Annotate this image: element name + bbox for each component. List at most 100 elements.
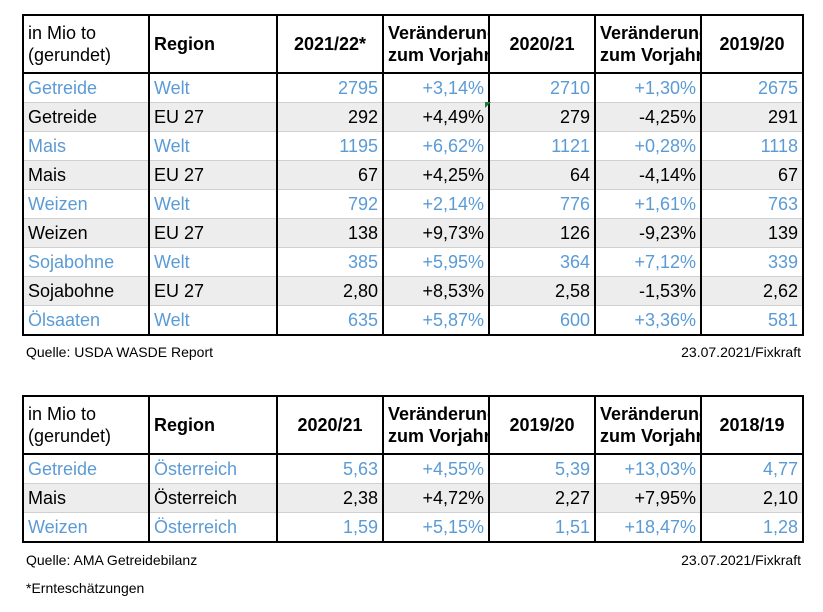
value-col3-cell: 291 (700, 102, 804, 132)
value-col2-cell: 279 (488, 102, 595, 132)
change-col2-cell: +7,95% (594, 483, 701, 513)
table-row: Getreide Österreich 5,63 +4,55% 5,39 +13,03% 4… (22, 453, 804, 484)
value-col2-cell: 364 (488, 247, 595, 277)
change-col1-cell: +4,49% (382, 102, 489, 132)
value-col2-cell: 2710 (488, 72, 595, 103)
col3-header: 2019/20 (700, 14, 804, 74)
value-col3-cell: 4,77 (700, 453, 804, 484)
change2-line-1: Veränderung (600, 403, 701, 424)
table-row: Ölsaaten Welt 635 +5,87% 600 +3,36% 581 (22, 305, 804, 336)
table-header-row: in Mio to (gerundet) Region 2020/21 Verä… (22, 395, 804, 455)
change-col2-cell: +1,61% (594, 189, 701, 219)
region-cell: EU 27 (148, 276, 277, 306)
region-header: Region (148, 395, 277, 455)
value-col1-cell: 1195 (276, 131, 383, 161)
table-row: Getreide Welt 2795 +3,14% 2710 +1,30% 2675 (22, 72, 804, 103)
value-col3-cell: 67 (700, 160, 804, 190)
col2-header: 2020/21 (488, 14, 595, 74)
change2-line-2: zum Vorjahr (600, 45, 701, 65)
value-col3-cell: 2,62 (700, 276, 804, 306)
change-col2-cell: -1,53% (594, 276, 701, 306)
change-col2-cell: +3,36% (594, 305, 701, 336)
product-cell: Getreide (22, 72, 149, 103)
value-col1-cell: 292 (276, 102, 383, 132)
value-col1-cell: 635 (276, 305, 383, 336)
change-col1-cell: +5,15% (382, 512, 489, 543)
product-cell: Mais (22, 160, 149, 190)
value-col3-cell: 339 (700, 247, 804, 277)
unit-header: in Mio to (gerundet) (22, 14, 149, 74)
region-header: Region (148, 14, 277, 74)
value-col2-cell: 64 (488, 160, 595, 190)
change1-line-2: zum Vorjahr (388, 45, 489, 65)
change1-line-1: Veränderung (388, 403, 489, 424)
change2-header: Veränderung zum Vorjahr (594, 395, 701, 455)
table-row: Weizen Österreich 1,59 +5,15% 1,51 +18,47% 1,2… (22, 512, 804, 543)
region-cell: Welt (148, 131, 277, 161)
change-col2-cell: +1,30% (594, 72, 701, 103)
col3-header: 2018/19 (700, 395, 804, 455)
value-col3-cell: 581 (700, 305, 804, 336)
table-row: Mais Welt 1195 +6,62% 1121 +0,28% 1118 (22, 131, 804, 161)
value-col1-cell: 2795 (276, 72, 383, 103)
change-col2-cell: -4,14% (594, 160, 701, 190)
change-col1-cell: +8,53% (382, 276, 489, 306)
change1-header: Veränderung zum Vorjahr (382, 395, 489, 455)
product-cell: Sojabohne (22, 247, 149, 277)
product-cell: Getreide (22, 102, 149, 132)
value-col3-cell: 2,10 (700, 483, 804, 513)
value-col3-cell: 1118 (700, 131, 804, 161)
value-col1-cell: 2,80 (276, 276, 383, 306)
source-note-2: Quelle: AMA Getreidebilanz (26, 552, 198, 568)
change-col1-cell: +2,14% (382, 189, 489, 219)
product-cell: Weizen (22, 512, 149, 543)
table-world-eu: in Mio to (gerundet) Region 2021/22* Ver… (22, 14, 804, 336)
change-col2-cell: +0,28% (594, 131, 701, 161)
table-row: Mais Österreich 2,38 +4,72% 2,27 +7,95% 2,10 (22, 483, 804, 513)
region-cell: EU 27 (148, 160, 277, 190)
product-cell: Getreide (22, 453, 149, 484)
region-cell: Welt (148, 72, 277, 103)
table-header-row: in Mio to (gerundet) Region 2021/22* Ver… (22, 14, 804, 74)
date-note-1: 23.07.2021/Fixkraft (681, 344, 801, 360)
change1-header: Veränderung zum Vorjahr (382, 14, 489, 74)
change-col1-cell: +9,73% (382, 218, 489, 248)
unit-line-1: in Mio to (28, 403, 97, 424)
value-col3-cell: 1,28 (700, 512, 804, 543)
change-col1-cell: +5,95% (382, 247, 489, 277)
value-col2-cell: 126 (488, 218, 595, 248)
table-row: Mais EU 27 67 +4,25% 64 -4,14% 67 (22, 160, 804, 190)
date-note-2: 23.07.2021/Fixkraft (681, 552, 801, 568)
region-cell: EU 27 (148, 102, 277, 132)
table-row: Sojabohne Welt 385 +5,95% 364 +7,12% 339 (22, 247, 804, 277)
col1-header: 2021/22* (276, 14, 383, 74)
footnote: *Ernteschätzungen (26, 580, 145, 596)
col2-header: 2019/20 (488, 395, 595, 455)
value-col1-cell: 2,38 (276, 483, 383, 513)
cell-comment-marker (485, 102, 491, 108)
product-cell: Mais (22, 483, 149, 513)
region-cell: Österreich (148, 453, 277, 484)
value-col2-cell: 2,58 (488, 276, 595, 306)
region-cell: Österreich (148, 483, 277, 513)
product-cell: Ölsaaten (22, 305, 149, 336)
change2-line-2: zum Vorjahr (600, 426, 701, 446)
unit-line-2: (gerundet) (28, 45, 112, 65)
change-col1-cell: +4,25% (382, 160, 489, 190)
change-col2-cell: +18,47% (594, 512, 701, 543)
change-col1-cell: +5,87% (382, 305, 489, 336)
change-col2-cell: +7,12% (594, 247, 701, 277)
product-cell: Weizen (22, 218, 149, 248)
change2-header: Veränderung zum Vorjahr (594, 14, 701, 74)
table-row: Weizen Welt 792 +2,14% 776 +1,61% 763 (22, 189, 804, 219)
region-cell: Welt (148, 189, 277, 219)
change1-line-2: zum Vorjahr (388, 426, 489, 446)
value-col1-cell: 1,59 (276, 512, 383, 543)
region-cell: Welt (148, 247, 277, 277)
value-col2-cell: 776 (488, 189, 595, 219)
source-note-1: Quelle: USDA WASDE Report (26, 344, 213, 360)
value-col1-cell: 5,63 (276, 453, 383, 484)
value-col2-cell: 5,39 (488, 453, 595, 484)
unit-line-2: (gerundet) (28, 426, 112, 446)
value-col2-cell: 1121 (488, 131, 595, 161)
